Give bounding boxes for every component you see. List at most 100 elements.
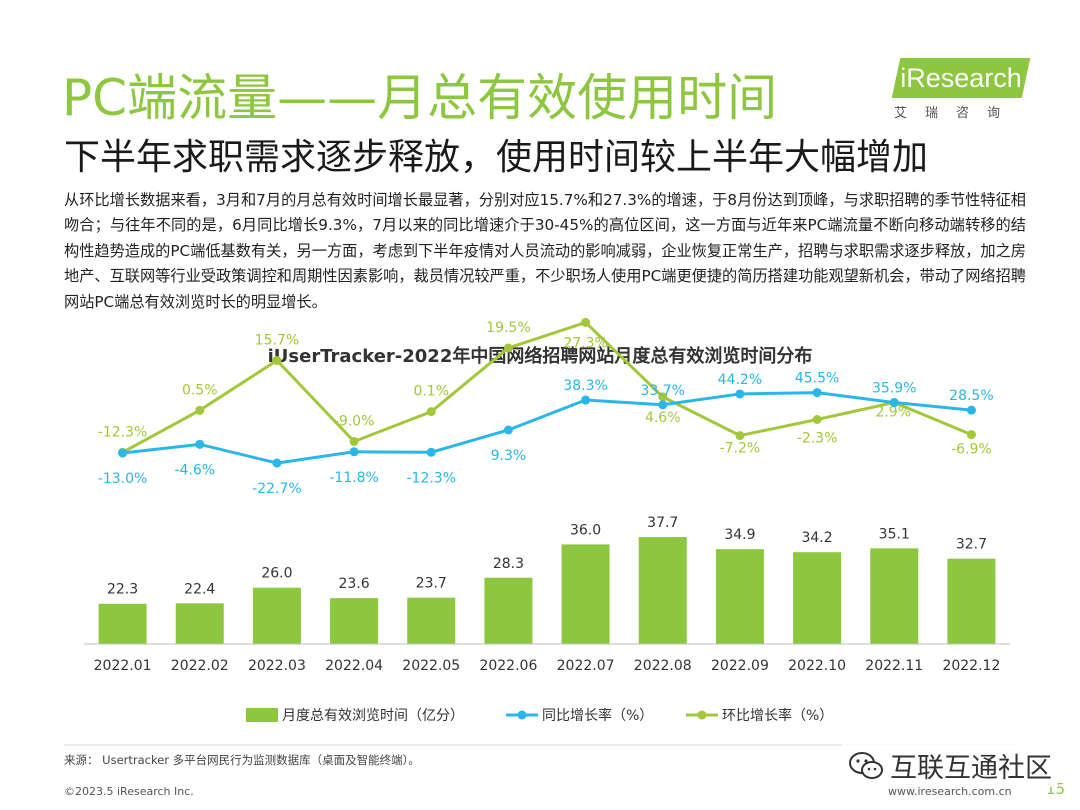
bar-2022.07 xyxy=(561,544,610,644)
footer-url: www.iresearch.com.cn xyxy=(888,785,1012,798)
bar-label: 22.4 xyxy=(184,581,215,597)
yoy-label: -4.6% xyxy=(174,462,215,478)
page-subtitle: 下半年求职需求逐步释放，使用时间较上半年大幅增加 xyxy=(64,137,929,178)
yoy-point xyxy=(966,405,976,415)
mom-point xyxy=(272,355,282,365)
yoy-point xyxy=(118,448,128,458)
mom-label: 0.5% xyxy=(182,382,218,398)
bar-2022.02 xyxy=(175,603,224,644)
bar-label: 26.0 xyxy=(261,566,292,582)
legend-yoy-label: 同比增长率（%） xyxy=(542,707,653,724)
mom-line xyxy=(121,320,972,454)
legend-mom-label: 环比增长率（%） xyxy=(722,707,833,724)
x-tick-label: 2022.04 xyxy=(325,658,383,674)
logo-brand-text: iResearch xyxy=(900,63,1022,93)
x-tick-label: 2022.09 xyxy=(711,658,769,674)
bar-2022.05 xyxy=(407,597,456,644)
x-tick-label: 2022.03 xyxy=(248,658,306,674)
footer-copyright: ©2023.5 iResearch Inc. xyxy=(64,785,194,798)
mom-label: -2.3% xyxy=(797,431,838,447)
bar-2022.12 xyxy=(947,558,996,644)
mom-label: 15.7% xyxy=(255,332,299,348)
yoy-label: -13.0% xyxy=(98,471,148,487)
yoy-point xyxy=(735,389,745,399)
x-tick-label: 2022.01 xyxy=(94,658,152,674)
mom-label: 27.3% xyxy=(563,335,607,351)
x-tick-label: 2022.12 xyxy=(942,658,1000,674)
bar-label: 34.9 xyxy=(724,527,755,543)
yoy-point xyxy=(812,388,822,398)
x-tick-label: 2022.11 xyxy=(865,658,923,674)
mom-point xyxy=(195,405,205,415)
yoy-label: -22.7% xyxy=(252,481,302,497)
mom-label: -6.9% xyxy=(951,442,992,458)
bar-2022.08 xyxy=(638,537,687,644)
bar-label: 23.7 xyxy=(416,576,447,592)
yoy-label: 9.3% xyxy=(491,448,527,464)
yoy-point xyxy=(581,395,591,405)
mom-label: 0.1% xyxy=(413,384,449,400)
legend-mom-marker xyxy=(697,710,707,720)
mom-point xyxy=(735,431,745,441)
yoy-point xyxy=(889,398,899,408)
bar-label: 23.6 xyxy=(338,576,369,592)
bar-2022.04 xyxy=(330,598,379,644)
x-tick-label: 2022.06 xyxy=(479,658,537,674)
mom-point xyxy=(426,407,436,417)
mom-label: -7.2% xyxy=(720,441,761,457)
logo-sub-text: 艾瑞咨询 xyxy=(894,106,1019,121)
watermark: 互联互通社区 xyxy=(842,744,1058,787)
x-tick-label: 2022.02 xyxy=(171,658,229,674)
x-tick-label: 2022.07 xyxy=(557,658,615,674)
yoy-label: 28.5% xyxy=(949,388,993,404)
watermark-text: 互联互通社区 xyxy=(890,753,1052,784)
mom-point xyxy=(966,430,976,440)
legend-bar-label: 月度总有效浏览时间（亿分） xyxy=(282,708,464,724)
yoy-label: -11.8% xyxy=(329,470,379,486)
yoy-label: -12.3% xyxy=(406,470,456,486)
bar-label: 28.3 xyxy=(493,556,524,572)
yoy-label: 45.5% xyxy=(795,371,839,387)
bar-2022.01 xyxy=(98,603,147,644)
bar-label: 35.1 xyxy=(879,526,910,542)
bar-label: 37.7 xyxy=(647,515,678,531)
bar-2022.09 xyxy=(715,549,764,644)
bar-2022.10 xyxy=(793,552,842,644)
mom-point xyxy=(349,436,359,446)
bar-label: 32.7 xyxy=(956,537,987,553)
summary-paragraph: 从环比增长数据来看，3月和7月的月总有效时间增长最显著，分别对应15.7%和27… xyxy=(64,191,1026,311)
yoy-line xyxy=(122,391,972,465)
bar-label: 22.3 xyxy=(107,582,138,598)
yoy-point xyxy=(503,425,513,435)
bar-2022.11 xyxy=(870,548,919,644)
yoy-label: 33.7% xyxy=(641,383,685,399)
mom-label: 19.5% xyxy=(486,320,530,336)
mom-point xyxy=(581,317,591,327)
mom-label: -12.3% xyxy=(98,424,148,440)
yoy-point xyxy=(272,458,282,468)
bar-2022.06 xyxy=(484,577,533,644)
page-title: PC端流量——月总有效使用时间 xyxy=(62,69,778,127)
mom-label: -9.0% xyxy=(334,413,375,429)
bar-label: 34.2 xyxy=(801,530,832,546)
mom-point xyxy=(812,415,822,424)
yoy-label: 38.3% xyxy=(563,378,607,394)
x-tick-label: 2022.05 xyxy=(402,658,460,674)
iresearch-logo: iResearch 艾瑞咨询 xyxy=(888,56,1031,126)
bar-label: 36.0 xyxy=(570,522,601,538)
wechat-icon xyxy=(849,751,883,779)
bar-2022.03 xyxy=(252,587,301,644)
footer-source: 来源： Usertracker 多平台网民行为监测数据库（桌面及智能终端）。 xyxy=(64,753,420,767)
x-tick-label: 2022.08 xyxy=(634,658,692,674)
yoy-point xyxy=(349,447,359,457)
mom-label: 4.6% xyxy=(645,410,681,426)
yoy-point xyxy=(195,439,205,449)
legend-yoy-marker xyxy=(517,710,527,720)
yoy-point xyxy=(658,400,668,410)
x-tick-label: 2022.10 xyxy=(788,658,846,674)
yoy-point xyxy=(426,447,436,457)
yoy-label: 35.9% xyxy=(872,381,916,397)
mom-point xyxy=(658,392,668,402)
mom-label: 2.9% xyxy=(875,404,911,420)
